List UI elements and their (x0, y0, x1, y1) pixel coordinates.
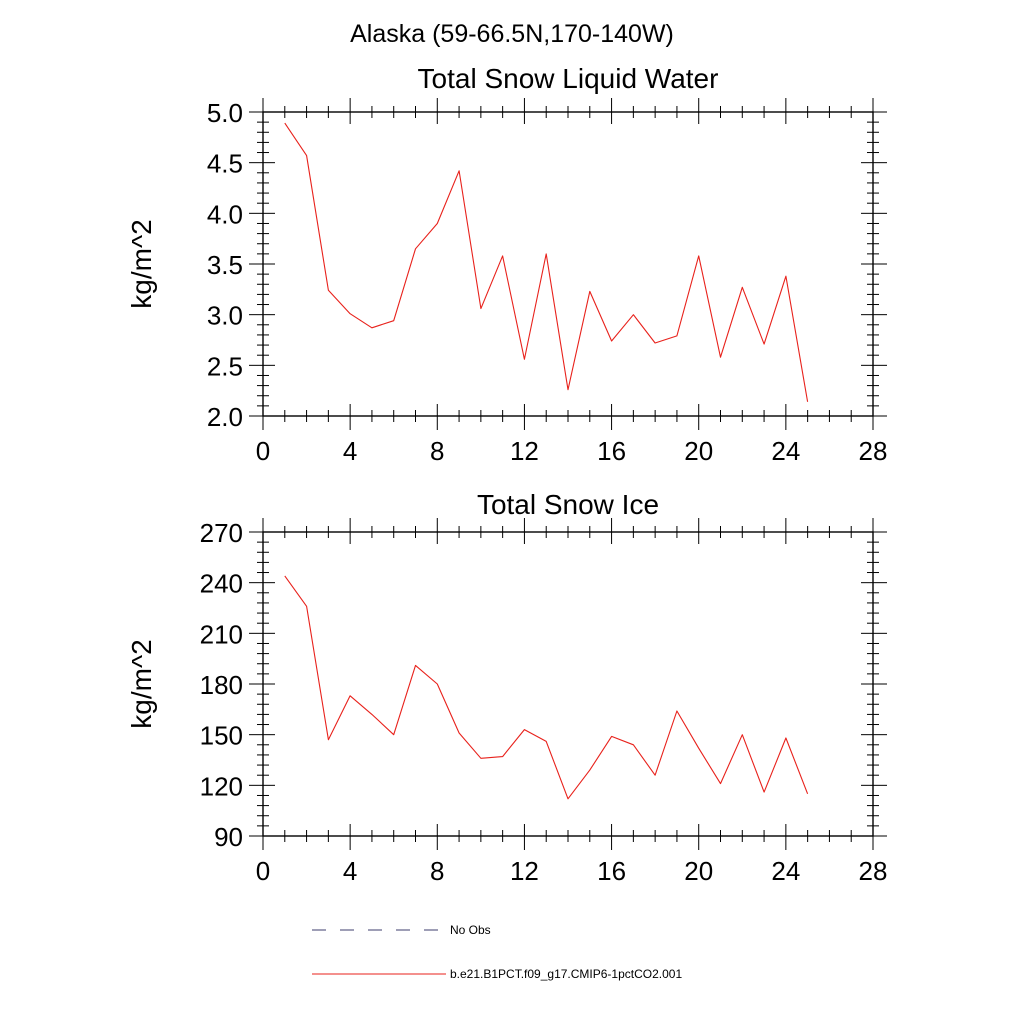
chart-0-y-tick-label: 4.5 (207, 149, 243, 179)
chart-1-title: Total Snow Ice (477, 489, 659, 520)
chart-1-y-tick-label: 240 (200, 569, 243, 599)
chart-1-y-tick-label: 150 (200, 721, 243, 751)
chart-1-x-tick-label: 4 (343, 856, 357, 886)
panel-total-snow-liquid-water: Total Snow Liquid Water 0 4 8 12 16 20 24 28 2.0 2… (126, 63, 887, 466)
chart-1-y-tick-label: 90 (214, 822, 243, 852)
panel-total-snow-ice: Total Snow Ice 0 4 8 12 16 20 24 28 90 120 150 180 21… (126, 489, 887, 886)
chart-0-y-tick-label: 2.0 (207, 402, 243, 432)
chart-0-x-tick-label: 16 (597, 436, 626, 466)
chart-1-y-tick-label: 120 (200, 771, 243, 801)
chart-1-y-axis-label: kg/m^2 (126, 639, 157, 728)
legend-label-no-obs: No Obs (450, 923, 491, 937)
chart-0-y-tick-label: 4.0 (207, 199, 243, 229)
figure-title: Alaska (59-66.5N,170-140W) (350, 20, 674, 48)
chart-0-y-axis-label: kg/m^2 (126, 219, 157, 308)
chart-1-x-tick-label: 12 (510, 856, 539, 886)
chart-1-y-tick-label: 210 (200, 619, 243, 649)
legend: No Obs b.e21.B1PCT.f09_g17.CMIP6-1pctCO2… (312, 923, 682, 981)
chart-1-plot-frame (262, 531, 874, 837)
chart-0-x-tick-label: 0 (256, 436, 270, 466)
chart-1-x-tick-label: 8 (430, 856, 444, 886)
chart-0-series-line-0 (284, 122, 809, 402)
chart-1-series-line-0 (284, 575, 809, 800)
chart-0-plot-frame (262, 111, 874, 417)
legend-label-model: b.e21.B1PCT.f09_g17.CMIP6-1pctCO2.001 (450, 967, 682, 981)
chart-0-x-tick-label: 28 (859, 436, 888, 466)
chart-1-x-tick-label: 24 (771, 856, 800, 886)
chart-0-y-tick-label: 3.5 (207, 250, 243, 280)
chart-0-y-tick-label: 5.0 (207, 98, 243, 128)
chart-1-x-tick-label: 16 (597, 856, 626, 886)
chart-1-x-tick-label: 0 (256, 856, 270, 886)
chart-0-x-tick-label: 8 (430, 436, 444, 466)
chart-0-y-tick-label: 3.0 (207, 301, 243, 331)
chart-0-x-tick-label: 4 (343, 436, 357, 466)
chart-1-x-tick-label: 28 (859, 856, 888, 886)
chart-0-x-tick-label: 12 (510, 436, 539, 466)
chart-0-title: Total Snow Liquid Water (418, 63, 719, 94)
chart-1-y-tick-label: 270 (200, 518, 243, 548)
chart-0-x-tick-label: 24 (771, 436, 800, 466)
chart-0-y-tick-label: 2.5 (207, 351, 243, 381)
chart-1-x-tick-label: 20 (684, 856, 713, 886)
chart-0-x-tick-label: 20 (684, 436, 713, 466)
chart-1-y-tick-label: 180 (200, 670, 243, 700)
